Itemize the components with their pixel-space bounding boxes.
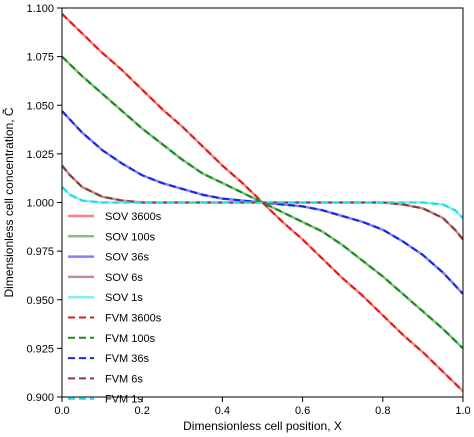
legend: SOV 3600s SOV 100s SOV 36s SOV 6s SOV 1s FVM …	[68, 211, 162, 406]
x-axis-label: Dimensionless cell position, X	[183, 419, 342, 433]
series-line-fvm-100s	[62, 55, 463, 350]
x-tick-label: 0.4	[215, 405, 230, 417]
y-tick-label: 0.925	[26, 343, 54, 355]
y-tick-label: 1.000	[26, 198, 54, 210]
legend-label: FVM 3600s	[105, 313, 162, 325]
legend-label: FVM 6s	[105, 373, 143, 385]
legend-label: FVM 100s	[105, 333, 156, 345]
legend-label: SOV 1s	[105, 292, 143, 304]
series-line-fvm-36s	[62, 110, 463, 295]
series-line-fvm-6s	[62, 164, 463, 241]
y-tick-label: 1.075	[26, 52, 54, 64]
y-tick-label: 0.900	[26, 392, 54, 404]
legend-label: SOV 3600s	[105, 211, 162, 223]
x-tick-label: 1.0	[455, 405, 470, 417]
x-axis: 0.0 0.2 0.4 0.6 0.8 1.0	[54, 397, 471, 417]
x-tick-label: 0.6	[295, 405, 310, 417]
y-tick-label: 0.975	[26, 246, 54, 258]
legend-label: FVM 36s	[105, 353, 150, 365]
y-tick-label: 0.950	[26, 295, 54, 307]
series-line-fvm-1s	[62, 186, 463, 219]
x-tick-label: 0.8	[375, 405, 390, 417]
legend-label: SOV 6s	[105, 272, 143, 284]
legend-label: FVM 1s	[105, 394, 143, 406]
y-axis: 0.900 0.925 0.950 0.975 1.000 1.025 1.050 1.075…	[26, 3, 62, 404]
series-layer	[62, 12, 463, 393]
y-tick-label: 1.025	[26, 149, 54, 161]
legend-label: SOV 100s	[105, 231, 156, 243]
legend-label: SOV 36s	[105, 252, 150, 264]
y-axis-label: Dimensionless cell concentration, C̃	[1, 107, 16, 297]
x-tick-label: 0.2	[135, 405, 150, 417]
x-tick-label: 0.0	[54, 405, 69, 417]
y-tick-label: 1.100	[26, 3, 54, 15]
y-tick-label: 1.050	[26, 100, 54, 112]
